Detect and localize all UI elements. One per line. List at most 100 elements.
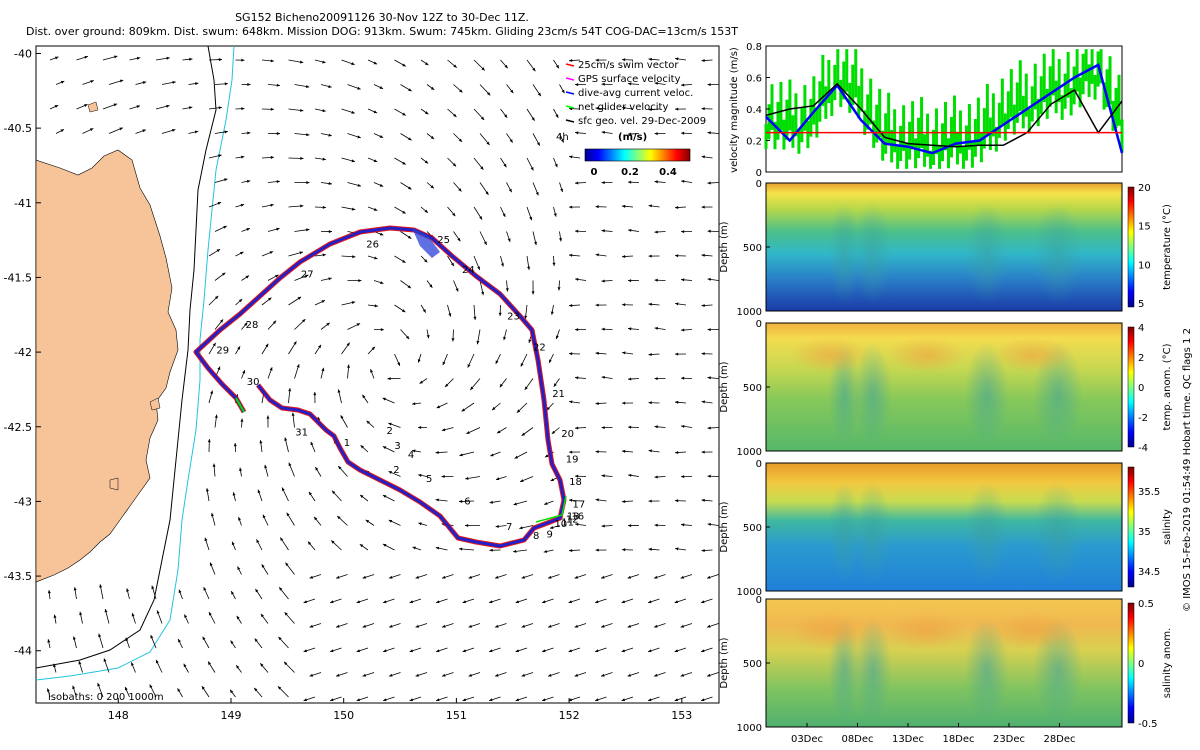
velocity-arrowhead xyxy=(569,498,573,502)
velocity-arrowhead xyxy=(654,230,658,234)
velocity-arrowhead xyxy=(357,183,362,187)
day-label: 19 xyxy=(566,455,579,466)
velocity-arrowhead xyxy=(422,309,426,313)
velocity-arrowhead xyxy=(680,673,685,677)
legend-label: net glider velocity xyxy=(578,102,668,113)
velocity-arrowhead xyxy=(171,128,176,132)
title-line-2: Dist. over ground: 809km. Dist. swum: 64… xyxy=(26,25,738,38)
velocity-arrowhead xyxy=(261,564,265,568)
lon-tick-label: 153 xyxy=(671,709,692,722)
velocity-arrowhead xyxy=(373,159,378,163)
heatmap-anomaly xyxy=(853,202,892,305)
velocity-arrowhead xyxy=(622,449,626,453)
velocity-arrowhead xyxy=(508,188,512,193)
velocity-arrowhead xyxy=(262,514,266,519)
velocity-arrowhead xyxy=(424,209,428,213)
velocity-arrowhead xyxy=(628,180,632,184)
velocity-arrowhead xyxy=(707,673,711,677)
velocity-arrowhead xyxy=(675,107,679,111)
velocity-arrowhead xyxy=(459,453,463,457)
velocity-arrowhead xyxy=(628,82,632,86)
lon-tick-label: 151 xyxy=(446,709,467,722)
velocity-arrowhead xyxy=(575,474,579,478)
figure-title: SG152 Bicheno20091126 30-Nov 12Z to 30-D… xyxy=(22,11,742,39)
velocity-arrowhead xyxy=(308,491,312,496)
velocity-arrowhead xyxy=(238,299,243,303)
velocity-arrowhead xyxy=(569,303,573,308)
velocity-arrowhead xyxy=(476,340,480,345)
velocity-arrowhead xyxy=(201,686,205,690)
velocity-arrowhead xyxy=(424,62,429,66)
velocity-arrowhead xyxy=(575,376,579,380)
velocity-arrowhead xyxy=(627,673,632,677)
depth-tick-label: 500 xyxy=(743,523,762,534)
day-label: 25 xyxy=(437,235,450,246)
velocity-arrowhead xyxy=(184,614,188,618)
velocity-arrowhead xyxy=(362,394,366,399)
velocity-arrowhead xyxy=(409,649,414,653)
velocity-arrowhead xyxy=(124,686,128,691)
velocity-arrowhead xyxy=(551,430,556,434)
velocity-arrowhead xyxy=(300,156,304,160)
velocity-arrowhead xyxy=(648,698,652,702)
velocity-arrowhead xyxy=(407,235,412,239)
velocity-arrowhead xyxy=(510,89,514,94)
velocity-arrowhead xyxy=(495,624,499,628)
velocity-arrowhead xyxy=(178,589,182,594)
velocity-arrowhead xyxy=(232,492,236,496)
velocity-arrowhead xyxy=(452,163,457,167)
velocity-arrowhead xyxy=(544,501,548,505)
velocity-arrowhead xyxy=(224,178,228,182)
velocity-arrowhead xyxy=(560,139,564,143)
velocity-arrowhead xyxy=(654,81,658,85)
legend-label: GPS surface velocity xyxy=(578,74,681,85)
velocity-arrowhead xyxy=(654,278,658,282)
velocity-arrowhead xyxy=(452,212,456,217)
velocity-arrowhead xyxy=(212,342,216,347)
velocity-arrowhead xyxy=(601,524,605,528)
velocity-arrowhead xyxy=(99,584,103,588)
day-label: 24 xyxy=(462,265,475,276)
velocity-arrowhead xyxy=(269,251,274,255)
velocity-arrowhead xyxy=(204,537,208,542)
velocity-arrowhead xyxy=(257,489,261,494)
colorbar-tick-label: 4 xyxy=(1138,323,1144,334)
velocity-arrowhead xyxy=(648,302,652,306)
colorbar-tick-label: 0.5 xyxy=(1138,599,1154,610)
velocity-arrowhead xyxy=(270,107,274,111)
velocity-arrowhead xyxy=(373,207,378,211)
velocity-arrowhead xyxy=(426,334,430,339)
day-label: 30 xyxy=(247,377,260,388)
velocity-arrowhead xyxy=(461,408,466,412)
velocity-arrowhead xyxy=(627,624,632,628)
velocity-arrowhead xyxy=(288,388,292,392)
heatmap-anomaly xyxy=(828,482,861,585)
velocity-arrowhead xyxy=(53,663,57,668)
colorbar-tick-label: -0.5 xyxy=(1138,719,1158,730)
velocity-arrowhead xyxy=(237,566,241,570)
section-colorbar xyxy=(1127,326,1135,448)
velocity-arrowhead xyxy=(352,255,356,259)
velocity-arrowhead xyxy=(54,105,59,108)
velocity-arrowhead xyxy=(402,112,406,116)
colorbar-label: salinity anom. xyxy=(1162,628,1173,699)
velocity-arrowhead xyxy=(569,155,573,159)
velocity-arrowhead xyxy=(285,562,289,567)
velocity-arrowhead xyxy=(246,179,251,183)
velocity-arrowhead xyxy=(681,475,685,479)
velocity-arrowhead xyxy=(309,624,314,628)
velocity-arrowhead xyxy=(245,275,250,279)
velocity-arrowhead xyxy=(459,547,463,551)
velocity-arrowhead xyxy=(654,326,658,330)
velocity-arrowhead xyxy=(304,274,309,278)
section-panel: 0 500 1000 Depth (m) -4 -2 0 2 4 temp. anom. (°C) xyxy=(719,319,1173,458)
heatmap-anomaly xyxy=(853,342,892,445)
velocity-arrowhead xyxy=(383,649,387,653)
velocity-arrowhead xyxy=(218,58,222,62)
velocity-arrowhead xyxy=(408,186,412,190)
velocity-arrowhead xyxy=(172,80,176,84)
velocity-arrowhead xyxy=(628,425,632,429)
velocity-arrowhead xyxy=(504,114,508,118)
date-tick-label: 23Dec xyxy=(993,734,1025,745)
velocity-arrowhead xyxy=(701,548,705,553)
